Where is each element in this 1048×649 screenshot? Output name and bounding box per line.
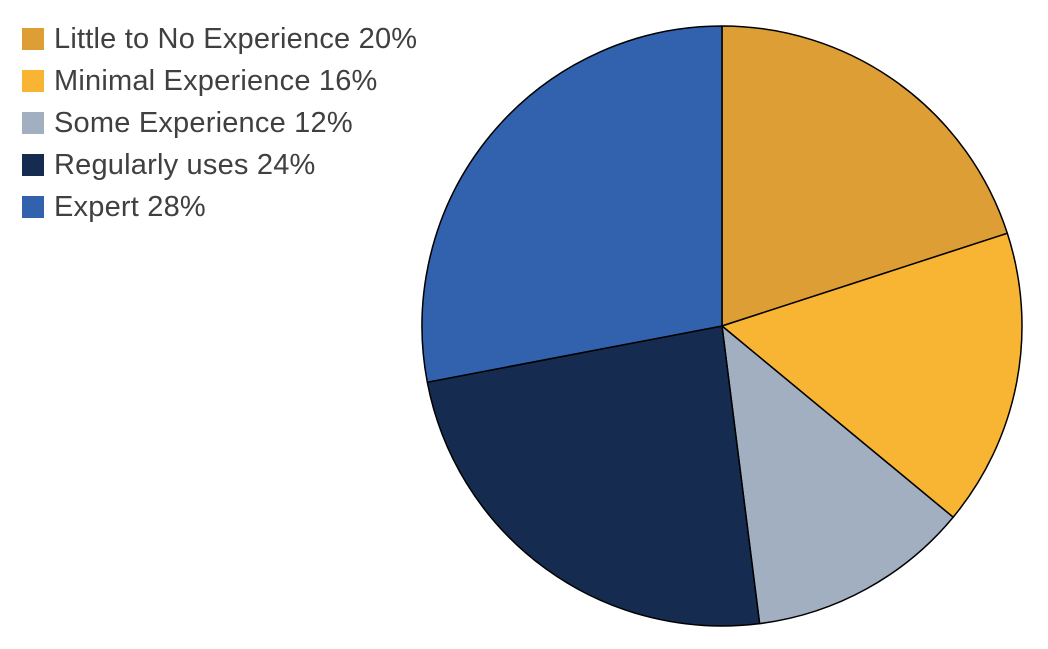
- legend-label: Regularly uses 24%: [54, 148, 316, 181]
- legend: Little to No Experience 20% Minimal Exper…: [22, 18, 417, 228]
- legend-label: Little to No Experience 20%: [54, 22, 418, 55]
- pie-slice-regularly-uses: [426, 325, 761, 627]
- legend-item-some-experience: Some Experience 12%: [22, 102, 417, 144]
- pie-slice-little-to-no-experience: [721, 25, 1009, 327]
- legend-item-minimal-experience: Minimal Experience 16%: [22, 60, 417, 102]
- legend-swatch: [22, 112, 44, 134]
- legend-swatch: [22, 154, 44, 176]
- legend-item-little-to-no-experience: Little to No Experience 20%: [22, 18, 417, 60]
- legend-label: Minimal Experience 16%: [54, 64, 378, 97]
- pie-slice-some-experience: [721, 325, 954, 625]
- pie-slice-minimal-experience: [721, 232, 1023, 518]
- legend-swatch: [22, 28, 44, 50]
- legend-item-regularly-uses: Regularly uses 24%: [22, 144, 417, 186]
- pie-slice-expert: [421, 25, 723, 383]
- legend-item-expert: Expert 28%: [22, 186, 417, 228]
- legend-label: Expert 28%: [54, 190, 206, 223]
- legend-swatch: [22, 196, 44, 218]
- legend-label: Some Experience 12%: [54, 106, 353, 139]
- legend-swatch: [22, 70, 44, 92]
